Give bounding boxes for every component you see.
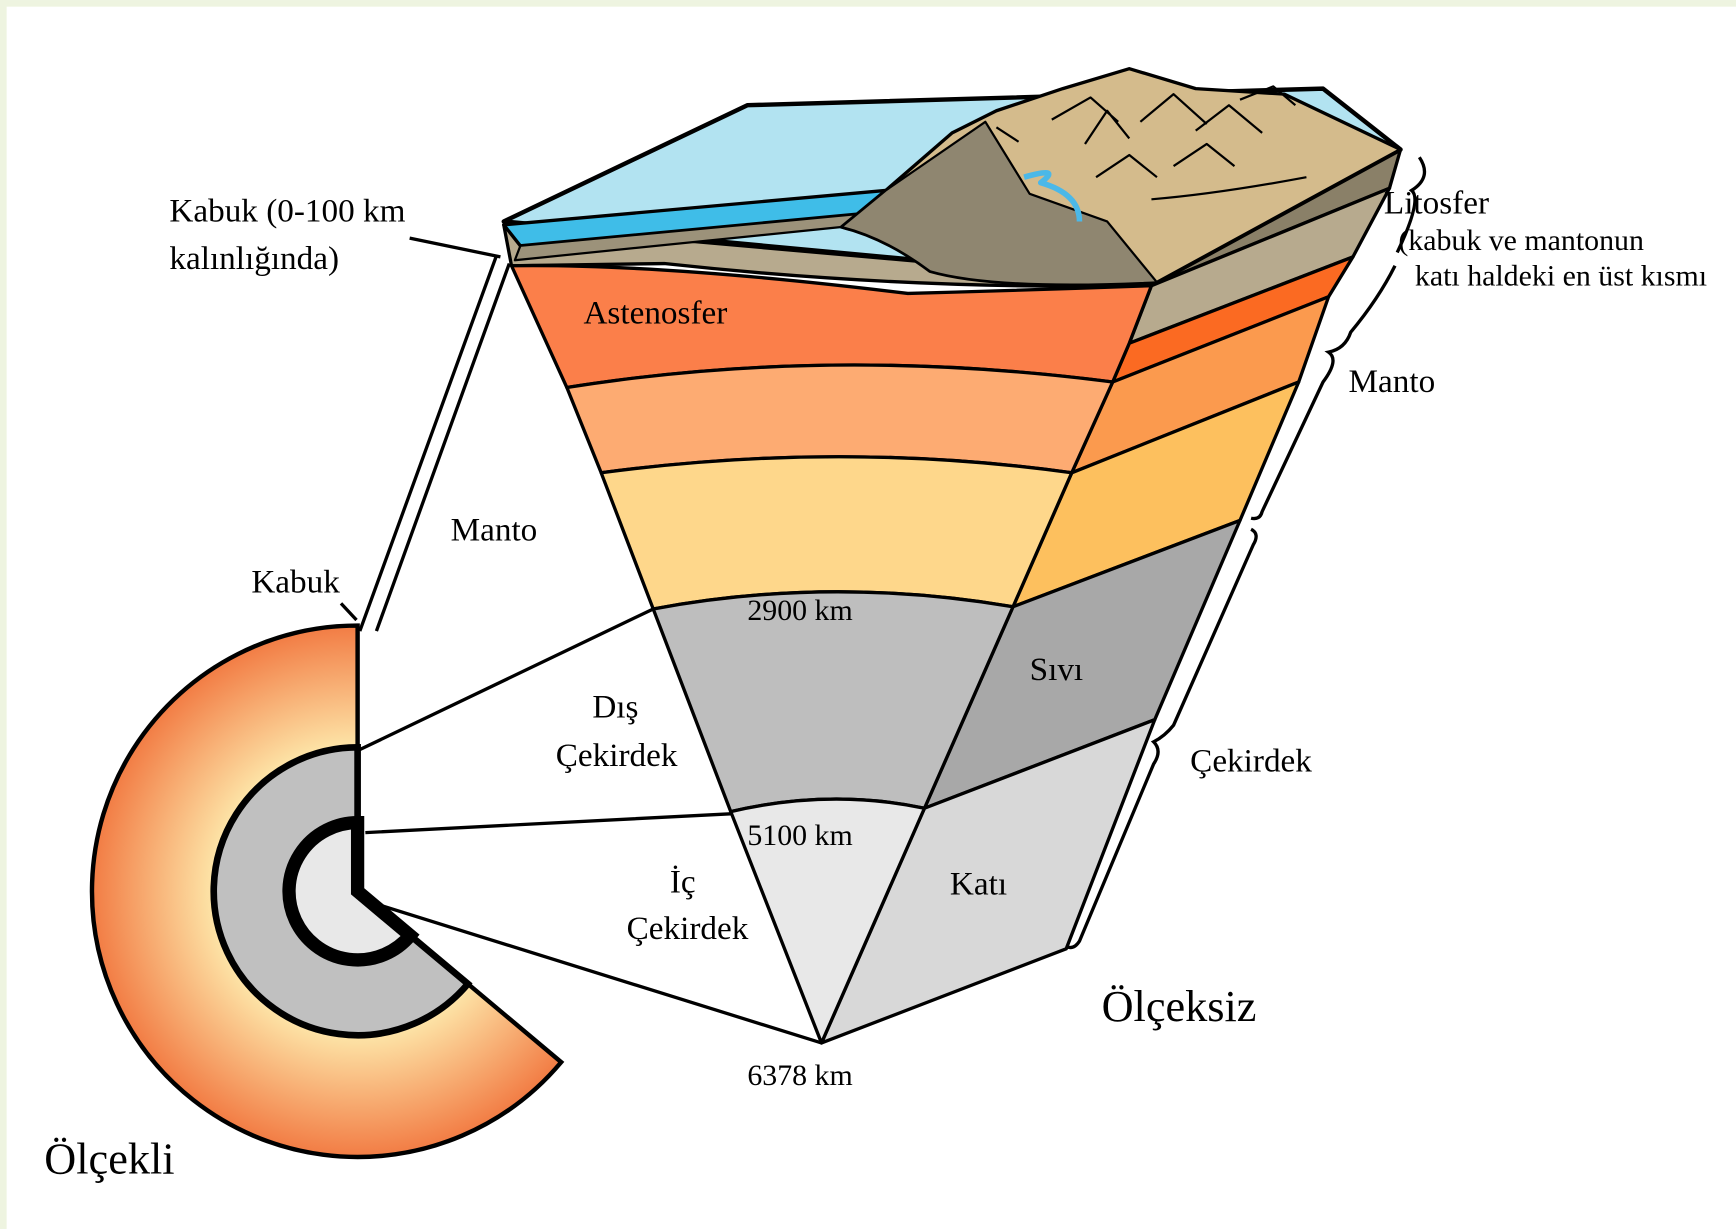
scaled-globe [92,626,561,1157]
label: Ölçeksiz [1102,982,1257,1031]
label: Manto [451,511,538,548]
frame-top [0,0,1736,7]
label: Kabuk [251,563,340,600]
label: katı haldeki en üst kısmı [1415,260,1707,293]
label: Çekirdek [556,737,678,774]
label: Litosfer [1384,185,1489,222]
label: Ölçekli [44,1135,174,1184]
label: Katı [950,866,1007,903]
label: Dış [592,688,638,725]
label: kalınlığında) [169,240,339,277]
frame-left [0,0,7,1229]
label: Çekirdek [627,910,749,947]
label: Astenosfer [583,294,727,331]
label: Sıvı [1030,651,1084,688]
label: 2900 km [747,594,852,627]
label: (kabuk ve mantonun [1398,224,1644,257]
label: Manto [1348,363,1435,400]
page: Kabuk (0-100 km kalınlığında) Litosfer (… [0,0,1736,1229]
label: 6378 km [747,1059,852,1092]
earth-diagram: Kabuk (0-100 km kalınlığında) Litosfer (… [0,0,1736,1229]
label: Kabuk (0-100 km [169,192,405,229]
label: Çekirdek [1190,743,1312,780]
label: 5100 km [747,819,852,852]
label: İç [670,863,696,900]
